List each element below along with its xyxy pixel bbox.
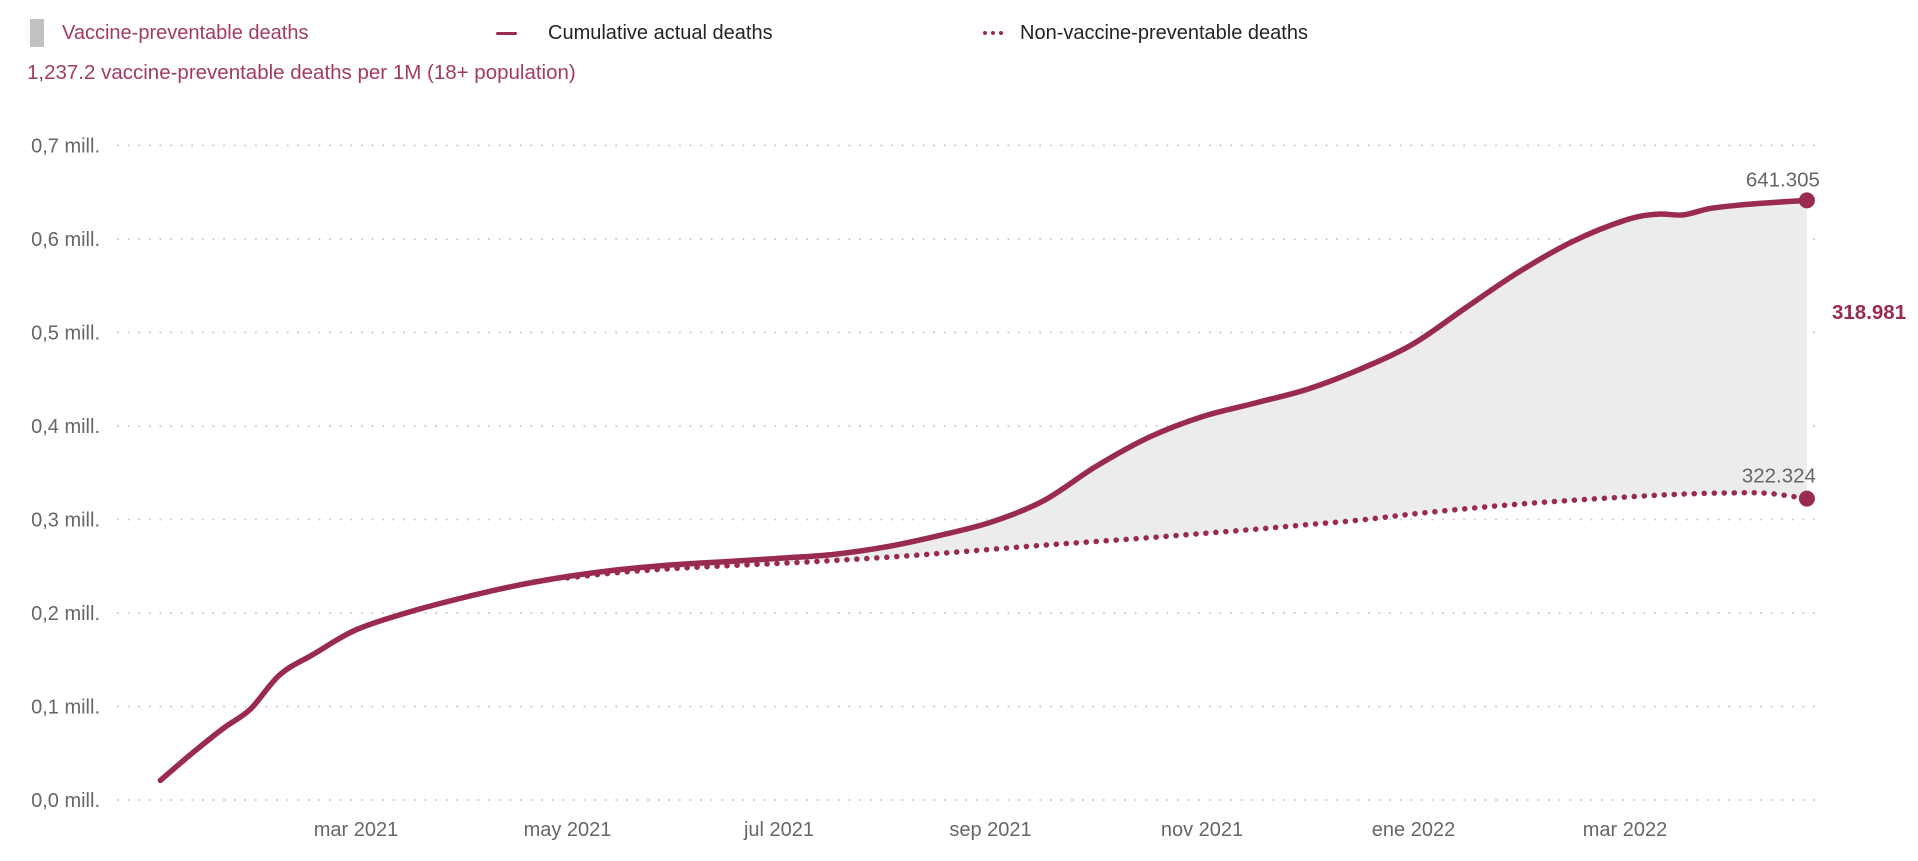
dotted-line-end-dot bbox=[1798, 490, 1815, 507]
x-tick-label: mar 2021 bbox=[314, 819, 399, 841]
area-swatch-icon bbox=[30, 19, 44, 47]
cumulative-actual-line bbox=[157, 197, 1810, 784]
end-value-label-actual: 641.305 bbox=[1746, 168, 1820, 191]
x-tick-label: ene 2022 bbox=[1372, 819, 1455, 841]
legend-label-vaccine-preventable: Vaccine-preventable deaths bbox=[62, 21, 309, 44]
y-tick-label: 0,0 mill. bbox=[31, 790, 100, 812]
solid-line-end-dot bbox=[1798, 192, 1815, 209]
legend-item-non-vaccine-preventable-deaths[interactable]: Non-vaccine-preventable deaths bbox=[983, 16, 1308, 50]
y-tick-label: 0,2 mill. bbox=[31, 603, 100, 625]
non-vaccine-preventable-line bbox=[564, 489, 1810, 581]
dotted-line-icon bbox=[983, 31, 1007, 35]
x-tick-label: nov 2021 bbox=[1161, 819, 1243, 841]
y-tick-label: 0,6 mill. bbox=[31, 229, 100, 251]
difference-value-label: 318.981 bbox=[1832, 301, 1906, 324]
y-tick-label: 0,4 mill. bbox=[31, 416, 100, 438]
solid-line-icon bbox=[496, 31, 517, 35]
chart-legend: Vaccine-preventable deaths Cumulative ac… bbox=[0, 16, 1918, 50]
y-tick-label: 0,3 mill. bbox=[31, 510, 100, 532]
chart-subtitle: 1,237.2 vaccine-preventable deaths per 1… bbox=[27, 61, 576, 84]
y-tick-label: 0,5 mill. bbox=[31, 323, 100, 345]
x-tick-label: jul 2021 bbox=[743, 819, 814, 841]
legend-label-cumulative-actual: Cumulative actual deaths bbox=[548, 21, 773, 44]
x-tick-label: sep 2021 bbox=[949, 819, 1031, 841]
legend-item-vaccine-preventable-deaths[interactable]: Vaccine-preventable deaths bbox=[30, 16, 308, 50]
y-tick-label: 0,7 mill. bbox=[31, 136, 100, 158]
y-tick-label: 0,1 mill. bbox=[31, 697, 100, 719]
legend-label-non-vaccine-preventable: Non-vaccine-preventable deaths bbox=[1020, 21, 1308, 44]
x-tick-label: may 2021 bbox=[524, 819, 612, 841]
end-value-label-non-preventable: 322.324 bbox=[1742, 465, 1816, 488]
legend-item-cumulative-actual-deaths[interactable]: Cumulative actual deaths bbox=[496, 16, 773, 50]
vaccine-preventable-area bbox=[567, 200, 1807, 578]
x-tick-label: mar 2022 bbox=[1583, 819, 1668, 841]
